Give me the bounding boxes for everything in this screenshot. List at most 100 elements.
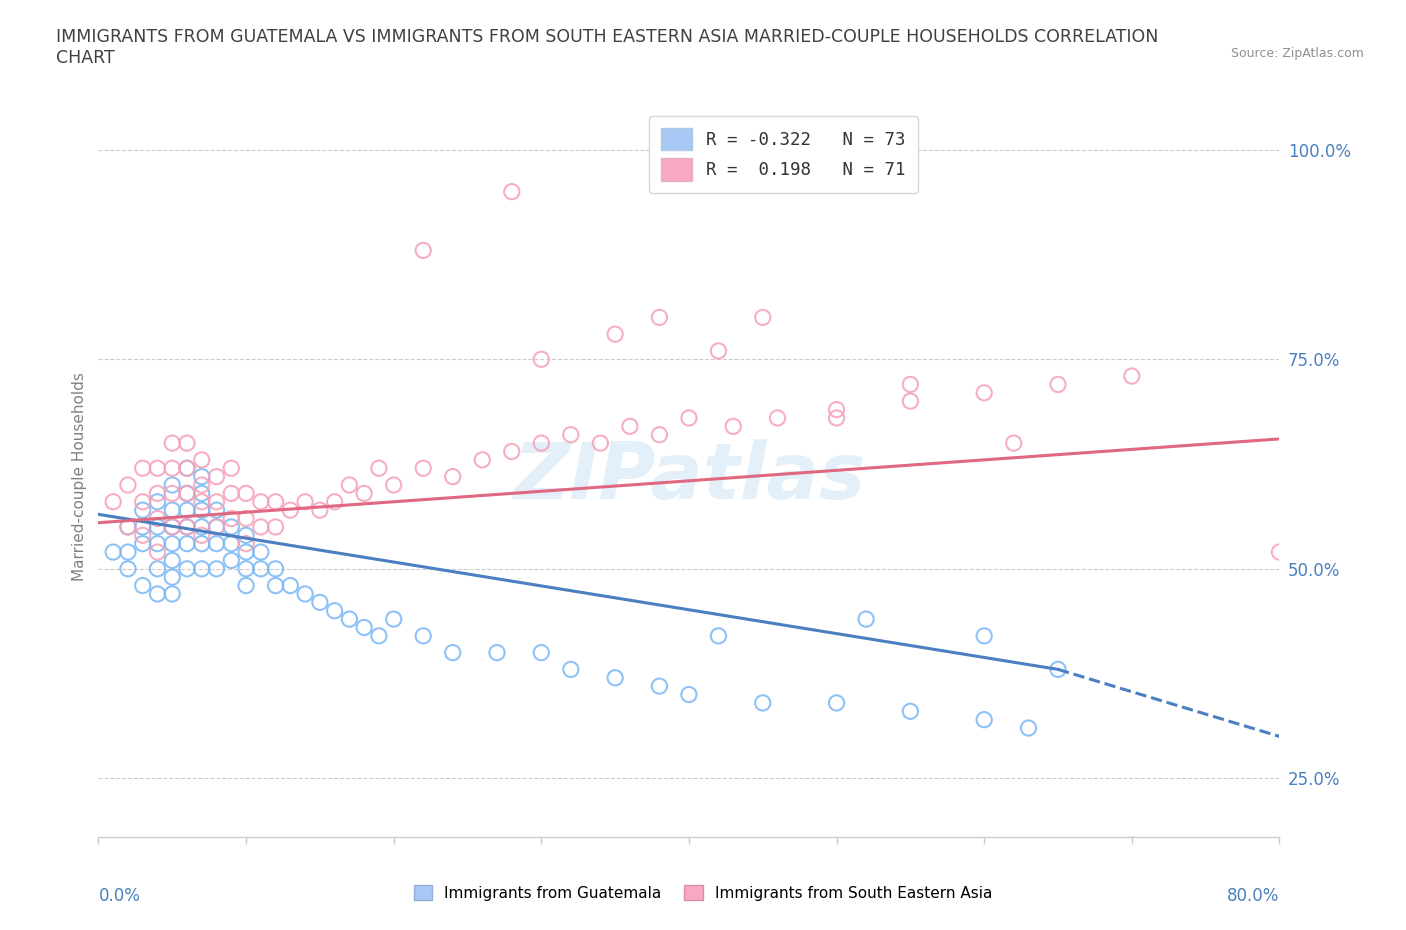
Point	[323, 604, 346, 618]
Point	[264, 520, 287, 535]
Point	[235, 512, 257, 526]
Point	[221, 520, 243, 535]
Point	[752, 696, 775, 711]
Point	[900, 393, 922, 408]
Point	[1121, 368, 1143, 383]
Point	[117, 545, 139, 560]
Point	[162, 520, 183, 535]
Point	[648, 679, 671, 694]
Point	[117, 520, 139, 535]
Point	[560, 427, 582, 442]
Point	[250, 520, 273, 535]
Point	[900, 377, 922, 392]
Point	[605, 326, 627, 341]
Point	[235, 486, 257, 501]
Point	[191, 470, 214, 485]
Point	[176, 503, 198, 518]
Point	[973, 712, 995, 727]
Point	[162, 478, 183, 493]
Point	[560, 662, 582, 677]
Point	[368, 460, 391, 475]
Point	[825, 410, 848, 425]
Point	[191, 528, 214, 543]
Point	[146, 545, 169, 560]
Point	[250, 562, 273, 577]
Point	[221, 553, 243, 568]
Point	[162, 587, 183, 602]
Point	[162, 460, 183, 475]
Text: 0.0%: 0.0%	[98, 887, 141, 906]
Point	[162, 503, 183, 518]
Point	[766, 410, 789, 425]
Text: 80.0%: 80.0%	[1227, 887, 1279, 906]
Point	[368, 629, 391, 644]
Point	[707, 343, 730, 358]
Point	[205, 520, 228, 535]
Point	[176, 520, 198, 535]
Point	[280, 503, 302, 518]
Point	[235, 562, 257, 577]
Point	[412, 243, 434, 258]
Point	[146, 460, 169, 475]
Point	[176, 486, 198, 501]
Point	[117, 478, 139, 493]
Point	[132, 520, 155, 535]
Point	[132, 503, 155, 518]
Point	[162, 570, 183, 585]
Point	[132, 460, 155, 475]
Point	[589, 435, 612, 450]
Point	[530, 645, 553, 660]
Point	[191, 503, 214, 518]
Point	[619, 418, 641, 433]
Point	[501, 184, 523, 199]
Point	[264, 562, 287, 577]
Point	[1268, 545, 1291, 560]
Point	[1121, 838, 1143, 853]
Point	[176, 486, 198, 501]
Point	[412, 629, 434, 644]
Point	[103, 495, 125, 510]
Point	[191, 495, 214, 510]
Point	[146, 520, 169, 535]
Point	[176, 562, 198, 577]
Point	[707, 629, 730, 644]
Point	[825, 402, 848, 417]
Point	[221, 460, 243, 475]
Point	[309, 503, 332, 518]
Point	[191, 478, 214, 493]
Point	[132, 495, 155, 510]
Point	[280, 578, 302, 593]
Point	[353, 486, 375, 501]
Point	[146, 495, 169, 510]
Point	[162, 520, 183, 535]
Point	[146, 486, 169, 501]
Point	[176, 537, 198, 551]
Point	[973, 385, 995, 400]
Point	[221, 486, 243, 501]
Point	[221, 537, 243, 551]
Point	[205, 520, 228, 535]
Point	[235, 528, 257, 543]
Point	[205, 495, 228, 510]
Point	[162, 435, 183, 450]
Point	[250, 495, 273, 510]
Point	[412, 460, 434, 475]
Point	[323, 495, 346, 510]
Point	[176, 520, 198, 535]
Point	[176, 460, 198, 475]
Legend: R = -0.322   N = 73, R =  0.198   N = 71: R = -0.322 N = 73, R = 0.198 N = 71	[650, 116, 918, 193]
Point	[162, 537, 183, 551]
Point	[146, 562, 169, 577]
Point	[382, 478, 405, 493]
Point	[191, 486, 214, 501]
Point	[900, 704, 922, 719]
Point	[678, 687, 700, 702]
Point	[205, 537, 228, 551]
Point	[441, 470, 464, 485]
Text: IMMIGRANTS FROM GUATEMALA VS IMMIGRANTS FROM SOUTH EASTERN ASIA MARRIED-COUPLE H: IMMIGRANTS FROM GUATEMALA VS IMMIGRANTS …	[56, 28, 1159, 67]
Point	[441, 645, 464, 660]
Point	[339, 478, 361, 493]
Point	[176, 435, 198, 450]
Point	[235, 545, 257, 560]
Point	[855, 612, 877, 627]
